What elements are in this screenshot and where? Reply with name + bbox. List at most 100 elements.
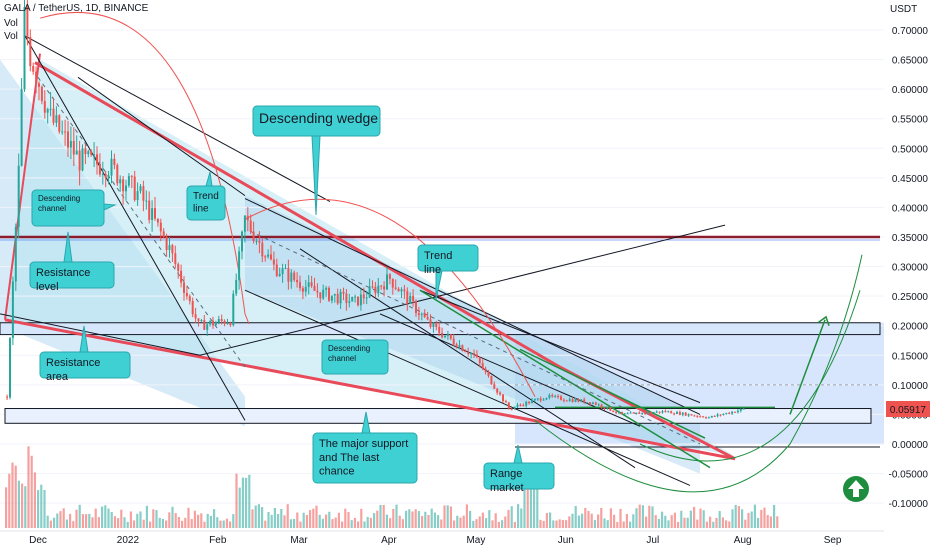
volume-bar — [331, 519, 334, 528]
trend-line — [299, 248, 636, 469]
candle-body — [406, 291, 409, 304]
callout-major-support: The major support and The last chance — [312, 411, 418, 484]
volume-bar — [312, 508, 315, 528]
candle-body — [168, 245, 171, 250]
candle-body — [444, 335, 446, 338]
volume-bar — [251, 509, 254, 528]
volume-bar — [648, 505, 651, 528]
volume-bar — [261, 507, 264, 528]
candle-body — [371, 286, 374, 288]
green-trend-line-2 — [519, 348, 706, 439]
time-tick-label: Sep — [824, 535, 842, 546]
volume-bar — [638, 504, 641, 528]
candle-body — [368, 286, 371, 298]
candle-body — [325, 287, 328, 290]
volume-bar — [651, 506, 654, 528]
candle-body — [46, 109, 49, 113]
candle-body — [580, 399, 583, 402]
volume-bar — [37, 490, 40, 528]
candle-body — [670, 411, 673, 414]
projection-curve-2 — [639, 290, 861, 462]
candle-body — [55, 115, 58, 123]
volume-bar — [725, 520, 728, 528]
candle-body — [684, 412, 687, 416]
volume-bar — [469, 510, 472, 528]
candle-body — [638, 412, 641, 415]
volume-bar — [421, 515, 424, 528]
candle-body — [618, 411, 620, 413]
volume-bar — [718, 511, 721, 528]
volume-bar — [293, 518, 296, 528]
volume-bar — [113, 516, 116, 528]
candle-body — [229, 323, 232, 326]
candle-body — [214, 322, 217, 326]
candle-body — [81, 148, 84, 171]
symbol-title[interactable]: GALA / TetherUS, 1D, BINANCE — [4, 3, 149, 14]
projection-arrow — [789, 319, 826, 415]
candle-body — [90, 151, 93, 155]
candle-body — [313, 285, 316, 291]
volume-bar — [705, 521, 708, 528]
price-tick-label: 0.10000 — [892, 381, 929, 392]
volume-bar — [91, 517, 94, 528]
volume-bar — [101, 506, 104, 528]
candle-body — [481, 363, 484, 369]
candle-body — [504, 401, 507, 403]
candle-body — [43, 101, 46, 113]
candle-body — [615, 411, 618, 413]
candle-body — [75, 150, 78, 155]
candle-body — [597, 404, 600, 406]
volume-bar — [603, 518, 606, 528]
price-tick-label: 0.15000 — [892, 351, 929, 362]
volume-bar — [683, 517, 686, 528]
candle-body — [525, 401, 528, 406]
volume-bar — [565, 520, 568, 528]
volume-bar — [229, 521, 232, 528]
callout-resistance-area-tail — [79, 325, 89, 353]
volume-bar — [453, 520, 456, 528]
volume-bar — [206, 513, 209, 528]
candle-body — [432, 323, 435, 327]
volume-bar — [203, 521, 206, 528]
candle-body — [194, 314, 197, 319]
candle-body — [258, 240, 261, 243]
candle-body — [101, 174, 104, 176]
volume-bar — [296, 512, 299, 528]
callout-trend-line-2-box — [417, 244, 479, 272]
candle-body — [9, 338, 11, 398]
volume-bar — [744, 519, 747, 528]
volume-label: Vol — [4, 18, 18, 29]
wedge-left-line — [4, 53, 41, 320]
callout-resistance-area-text: Resistance area — [46, 357, 100, 383]
candle-body — [383, 286, 386, 290]
volume-bar — [427, 514, 430, 528]
volume-bar — [277, 514, 280, 528]
volume-bar — [709, 516, 712, 528]
volume-bar — [568, 516, 571, 528]
trend-line — [244, 289, 691, 486]
candle-body — [336, 293, 339, 304]
candle-body — [441, 332, 444, 338]
candle-body — [702, 416, 705, 418]
candle-body — [72, 140, 75, 155]
volume-bar — [747, 512, 750, 528]
volume-bar — [347, 512, 350, 528]
volume-bar — [155, 510, 158, 528]
volume-bar — [11, 462, 14, 528]
time-tick-label: Jul — [646, 535, 659, 546]
candle-body — [212, 320, 214, 326]
channel-midline-2 — [249, 230, 701, 445]
candle-body — [293, 272, 296, 280]
volume-bar — [177, 516, 180, 528]
candle-body — [510, 408, 513, 410]
candle-body — [568, 399, 571, 401]
candle-body — [473, 353, 475, 355]
volume-bar — [696, 519, 699, 528]
arc-1 — [39, 12, 246, 314]
volume-bar — [65, 519, 68, 528]
candle-body — [620, 411, 623, 414]
volume-bar — [376, 510, 379, 528]
volume-bar — [360, 508, 363, 528]
candle-body — [209, 320, 212, 325]
